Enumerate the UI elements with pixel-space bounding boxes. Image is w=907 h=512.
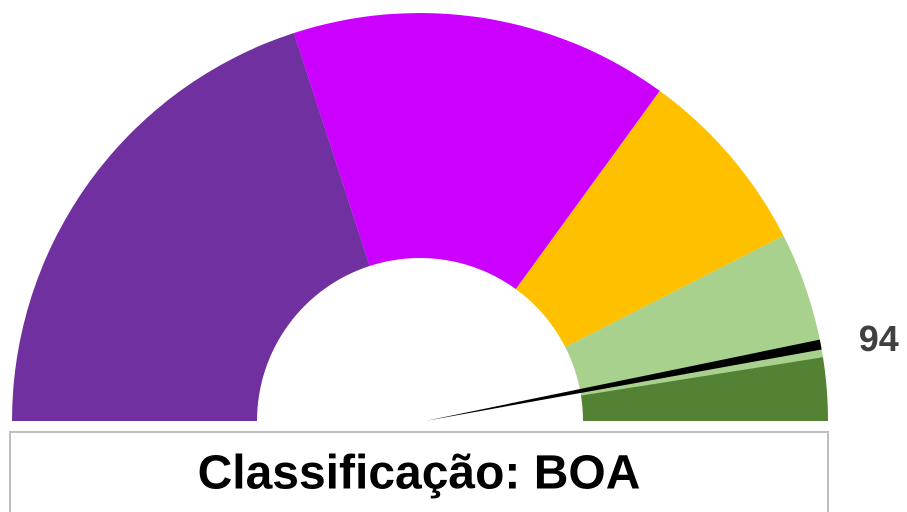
gauge-segment (515, 90, 784, 347)
needle (425, 339, 822, 421)
title-box (9, 431, 829, 512)
gauge-segment (12, 32, 370, 422)
needle-label: 94 (859, 318, 899, 359)
chart-title: Classificação: BOA (198, 447, 641, 500)
gauge-segment (293, 12, 660, 290)
gauge-segment (580, 357, 828, 421)
